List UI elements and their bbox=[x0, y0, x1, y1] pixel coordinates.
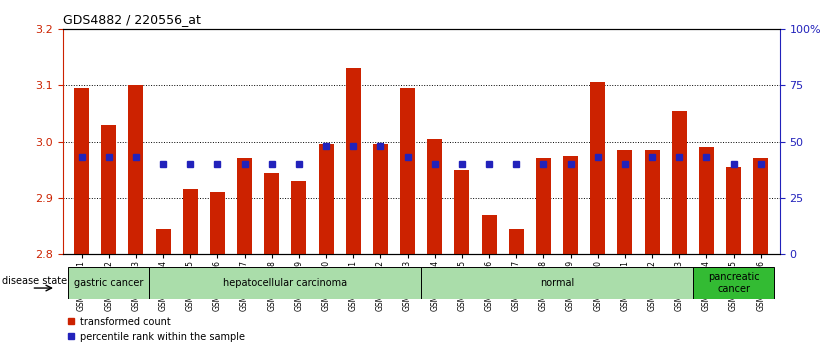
Text: pancreatic
cancer: pancreatic cancer bbox=[708, 272, 760, 294]
Bar bbox=[563, 156, 578, 254]
Bar bbox=[427, 139, 442, 254]
Bar bbox=[645, 150, 660, 254]
Bar bbox=[509, 229, 524, 254]
Text: GDS4882 / 220556_at: GDS4882 / 220556_at bbox=[63, 13, 200, 26]
Bar bbox=[373, 144, 388, 254]
Bar bbox=[421, 267, 693, 299]
Text: disease state: disease state bbox=[2, 276, 67, 286]
Bar bbox=[149, 267, 421, 299]
Bar bbox=[291, 181, 306, 254]
Bar bbox=[400, 88, 415, 254]
Text: gastric cancer: gastric cancer bbox=[74, 278, 143, 288]
Text: hepatocellular carcinoma: hepatocellular carcinoma bbox=[224, 278, 348, 288]
Bar bbox=[74, 88, 89, 254]
Bar bbox=[590, 82, 605, 254]
Text: normal: normal bbox=[540, 278, 574, 288]
Bar bbox=[346, 68, 361, 254]
Bar bbox=[156, 229, 170, 254]
Bar bbox=[699, 147, 714, 254]
Bar bbox=[183, 189, 198, 254]
Bar bbox=[101, 125, 116, 254]
Bar bbox=[672, 111, 686, 254]
Bar bbox=[617, 150, 632, 254]
Bar bbox=[693, 267, 774, 299]
Bar bbox=[264, 172, 279, 254]
Legend: transformed count, percentile rank within the sample: transformed count, percentile rank withi… bbox=[68, 317, 245, 342]
Bar bbox=[128, 85, 143, 254]
Bar bbox=[753, 158, 768, 254]
Bar bbox=[726, 167, 741, 254]
Bar bbox=[210, 192, 225, 254]
Bar bbox=[319, 144, 334, 254]
Bar bbox=[237, 158, 252, 254]
Bar bbox=[481, 215, 496, 254]
Bar bbox=[536, 158, 551, 254]
Bar bbox=[68, 267, 149, 299]
Bar bbox=[455, 170, 470, 254]
